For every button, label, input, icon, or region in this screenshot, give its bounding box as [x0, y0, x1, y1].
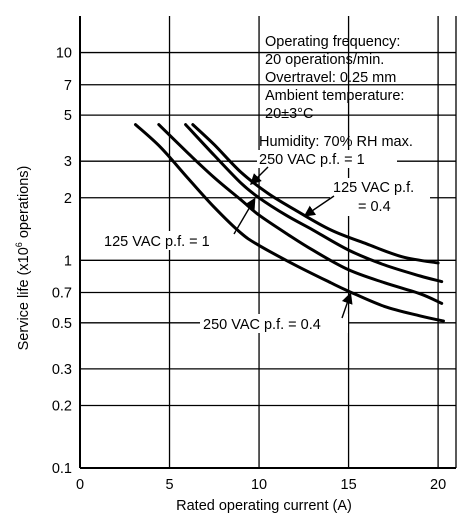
series-label-250-vac-pf-1: 250 VAC p.f. = 1 [259, 152, 365, 168]
y-axis-title: Service life (x106 operations) [14, 166, 32, 351]
series-line-3 [134, 123, 445, 323]
x-tick-label: 5 [165, 477, 173, 493]
x-axis-title: Rated operating current (A) [176, 498, 352, 514]
leader-arrow-125-vac-pf-04 [303, 195, 335, 217]
plot-frame [79, 16, 457, 469]
series-line-0 [191, 123, 440, 265]
conditions-note: Operating frequency: 20 operations/min. … [259, 34, 413, 150]
condition-line-5: 20±3°C [265, 106, 313, 122]
x-tick-label: 20 [430, 477, 446, 493]
leader-arrow-250-vac-pf-1 [250, 166, 269, 185]
condition-line-2: 20 operations/min. [265, 52, 384, 68]
series-labels: 250 VAC p.f. = 1 125 VAC p.f. = 0.4 125 … [102, 150, 430, 333]
leader-arrows [233, 166, 353, 319]
y-axis-title-prefix: Service life (x10 [16, 247, 32, 350]
series-label-250-vac-pf-04: 250 VAC p.f. = 0.4 [203, 317, 321, 333]
y-tick-label: 0.2 [52, 398, 72, 414]
label-bg-125pf04 [330, 178, 430, 216]
series-label-125-vac-pf-1: 125 VAC p.f. = 1 [104, 234, 210, 250]
x-tick-label: 10 [251, 477, 267, 493]
y-tick-label: 5 [64, 108, 72, 124]
y-tick-label: 2 [64, 191, 72, 207]
y-axis-title-exponent: 6 [14, 242, 24, 247]
condition-line-6: Humidity: 70% RH max. [259, 134, 413, 150]
y-tick-label: 1 [64, 253, 72, 269]
y-axis-title-suffix: operations) [16, 166, 32, 243]
y-tick-label: 0.5 [52, 316, 72, 332]
y-tick-label: 0.7 [52, 285, 72, 301]
label-bg-250pf04 [200, 314, 348, 333]
leader-arrow-250-vac-pf-04 [341, 292, 353, 319]
series-line-2 [157, 123, 444, 305]
label-bg-125pf1 [102, 231, 237, 250]
y-tick-label: 0.3 [52, 362, 72, 378]
condition-line-3: Overtravel: 0.25 mm [265, 70, 396, 86]
series-line-1 [184, 123, 444, 284]
series-label-125-vac-pf-04-line1: 125 VAC p.f. [333, 180, 414, 196]
label-bg-250pf1 [257, 150, 397, 168]
tick-labels: 10 7 5 3 2 1 0.7 0.5 0.3 0.2 0.10 5 10 15 20 [52, 46, 446, 493]
x-tick-label: 15 [341, 477, 357, 493]
condition-line-1: Operating frequency: [265, 34, 400, 50]
series-label-125-vac-pf-04-line2: = 0.4 [358, 199, 391, 215]
y-tick-label: 10 [56, 46, 72, 62]
y-tick-label: 0.1 [52, 461, 72, 477]
series-curves [134, 123, 445, 323]
leader-arrow-125-vac-pf-1 [233, 197, 256, 235]
x-tick-label: 0 [76, 477, 84, 493]
condition-line-4: Ambient temperature: [265, 88, 404, 104]
y-tick-label: 3 [64, 154, 72, 170]
y-tick-label: 7 [64, 78, 72, 94]
